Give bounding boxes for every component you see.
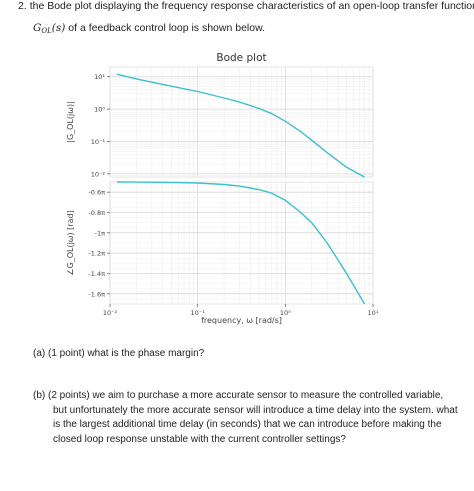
frequency-x-ticks: 10⁻² 10⁻¹ 10⁰ 10¹ [103, 304, 379, 317]
part-b: (b) (2 points) we aim to purchase a more… [33, 389, 458, 447]
phase-plot: -0.6π -0.8π -1π -1.2π -1.4π -1.6π 10⁻² 10⁻¹ 10⁰… [66, 181, 379, 325]
magnitude-plot: 10¹ 10⁰ 10⁻¹ 10⁻² |G_OL(jω)| [66, 66, 374, 178]
magnitude-grid [109, 66, 373, 178]
phase-tick-label: -1.2π [88, 250, 105, 258]
question-text-2: of a feedback control loop is shown belo… [68, 22, 266, 34]
phase-curve [116, 181, 366, 305]
phase-tick-label: -1.4π [88, 270, 105, 278]
magnitude-tick-label: 10⁻² [91, 170, 106, 178]
magnitude-y-ticks: 10¹ 10⁰ 10⁻¹ 10⁻² [91, 73, 110, 178]
part-a-text: (a) (1 point) what is the phase margin? [33, 348, 205, 359]
phase-tick-label: -0.6π [88, 189, 105, 197]
magnitude-ylabel: |G_OL(jω)| [66, 101, 75, 143]
magnitude-series-line [116, 73, 365, 178]
phase-tick-label: -1.6π [88, 290, 105, 298]
phase-ylabel: ∠G_OL(jω) [rad] [66, 210, 75, 275]
part-b-line-3: is the largest additional time delay (in… [53, 419, 442, 430]
x-tick-label: 10⁻² [103, 309, 118, 317]
transfer-function-symbol: GOL(s) [33, 22, 66, 35]
phase-y-ticks: -0.6π -0.8π -1π -1.2π -1.4π -1.6π [88, 189, 110, 298]
magnitude-tick-label: 10⁻¹ [91, 138, 106, 146]
question-text-1: the Bode plot displaying the frequency r… [29, 0, 474, 12]
frequency-xlabel: frequency, ω [rad/s] [201, 316, 282, 325]
bode-plot: Bode plot 10¹ 10⁰ 10⁻¹ 10⁻² |G_OL(jω)| -0.6… [66, 52, 379, 325]
phase-tick-label: -0.8π [88, 209, 105, 217]
phase-tick-label: -1π [95, 229, 105, 237]
phase-series-line [116, 181, 366, 305]
part-b-line-2: but unfortunately the more accurate sens… [53, 404, 458, 416]
x-tick-label: 10⁰ [280, 309, 291, 317]
phase-grid [109, 181, 373, 305]
part-b-line-4: closed loop response unstable with the c… [53, 433, 346, 445]
part-b-line-1: (b) (2 points) we aim to purchase a more… [33, 390, 444, 401]
bode-title: Bode plot [216, 52, 266, 64]
question-line-1: 2. the Bode plot displaying the frequenc… [18, 0, 474, 13]
question-number: 2. [18, 0, 27, 12]
x-tick-label: 10⁻¹ [191, 309, 206, 317]
magnitude-tick-label: 10⁰ [94, 106, 105, 114]
part-a: (a) (1 point) what is the phase margin? [33, 347, 204, 362]
x-tick-label: 10¹ [368, 309, 379, 317]
magnitude-tick-label: 10¹ [94, 73, 105, 81]
magnitude-curve [116, 73, 365, 178]
question-line-2: GOL(s) of a feedback control loop is sho… [33, 22, 265, 38]
